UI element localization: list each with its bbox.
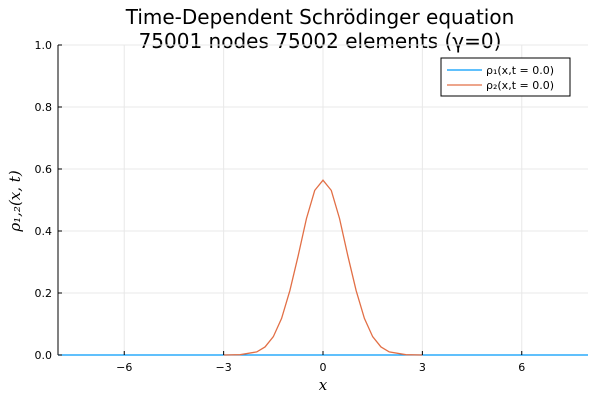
y-tick-label: 0.8	[35, 101, 53, 114]
legend-label-1: ρ₁(x,t = 0.0)	[486, 64, 554, 77]
chart-title-line1: Time-Dependent Schrödinger equation	[125, 5, 515, 29]
series-line-2	[223, 179, 423, 356]
ticks-layer: −6 −3 0 3 6 0.0 0.2 0.4 0.6 0.8 1.0	[35, 39, 526, 374]
legend: ρ₁(x,t = 0.0) ρ₂(x,t = 0.0)	[440, 57, 571, 97]
y-tick-label: 0.0	[35, 349, 53, 362]
x-tick-label: −3	[216, 361, 232, 374]
x-tick-label: 3	[419, 361, 426, 374]
chart-title-line2: 75001 nodes 75002 elements (γ=0)	[139, 29, 502, 53]
x-axis-label: x	[319, 376, 328, 394]
legend-box	[440, 57, 571, 97]
x-tick-label: −6	[116, 361, 132, 374]
x-tick-label: 6	[518, 361, 525, 374]
y-tick-label: 0.6	[35, 163, 53, 176]
y-axis-label: ρ₁,₂(x, t)	[6, 170, 24, 232]
y-tick-label: 0.4	[35, 225, 53, 238]
y-tick-label: 1.0	[35, 39, 53, 52]
x-tick-label: 0	[320, 361, 327, 374]
legend-label-2: ρ₂(x,t = 0.0)	[486, 79, 554, 92]
y-tick-label: 0.2	[35, 287, 53, 300]
